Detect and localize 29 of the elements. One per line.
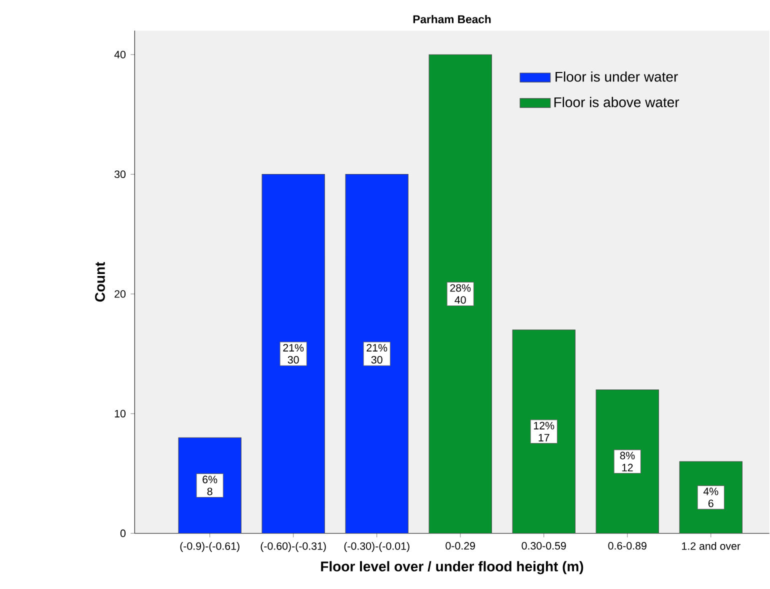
x-tick-label: (-0.30)-(-0.01) (344, 542, 410, 552)
bar (345, 174, 408, 534)
x-tick-label: 1.2 and over (682, 542, 740, 550)
y-tick-label: 20 (114, 290, 126, 298)
data-label: 21% 30 (283, 344, 304, 364)
y-tick-label: 0 (120, 530, 126, 538)
y-tick-label: 40 (114, 50, 126, 58)
chart-title: Parham Beach (413, 14, 491, 24)
y-tick-label: 30 (114, 170, 126, 178)
data-label: 28% 40 (450, 284, 471, 304)
bar (596, 389, 659, 534)
bar (428, 54, 492, 534)
x-tick-label: 0.6-0.89 (608, 542, 646, 550)
bar (512, 330, 576, 534)
x-tick-label: (-0.60)-(-0.31) (260, 542, 326, 552)
legend-label: Floor is above water (554, 96, 680, 108)
data-label: 4% 6 (703, 488, 718, 508)
x-tick-label: 0-0.29 (446, 542, 475, 550)
data-label: 12% 17 (534, 422, 554, 442)
y-axis-title: Count (95, 262, 105, 302)
legend-label: Floor is under water (556, 71, 678, 82)
x-tick-label: 0.30-0.59 (522, 542, 566, 550)
data-label: 21% 30 (366, 344, 388, 364)
data-label: 6% 8 (202, 476, 218, 496)
data-label: 8% 12 (620, 452, 635, 472)
x-tick-label: (-0.9)-(-0.61) (180, 542, 240, 552)
y-tick-label: 10 (114, 410, 126, 418)
x-axis-title: Floor level over / under flood height (m) (321, 561, 584, 574)
bar (262, 174, 325, 534)
